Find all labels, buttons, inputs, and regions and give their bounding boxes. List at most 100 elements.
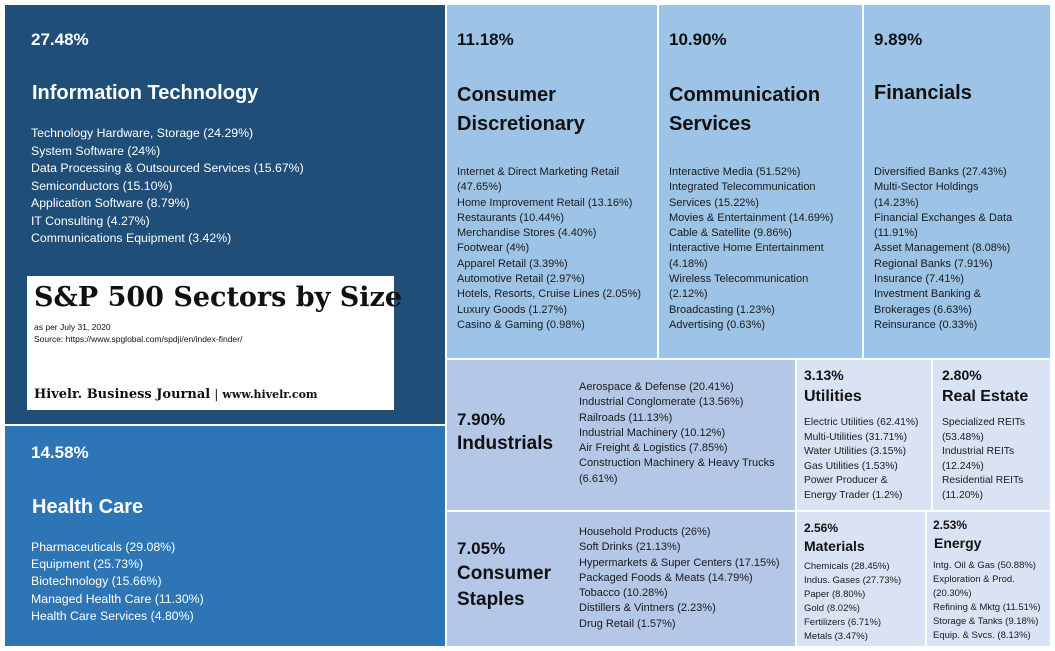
subsector-item: Managed Health Care (11.30%) [31,591,204,606]
subsector-item: Equip. & Svcs. (8.13%) [933,630,1031,641]
tile-label: Industrials [457,433,554,454]
tile-subsectors: Specialized REITs (53.48%) Industrial REI… [942,416,1025,503]
tile-label: Materials [804,538,865,554]
tile-label: Real Estate [942,388,1029,405]
tile-consumer-staples: 7.05% Consumer Staples Household Product… [446,511,796,647]
subsector-item: Industrial REITs (12.24%) [942,446,1015,472]
subsector-item: Financial Exchanges & Data (11.91%) [874,211,1013,240]
subsector-item: Chemicals (28.45%) [804,561,890,572]
subsector-item: Asset Management (8.08%) [874,242,1011,255]
subsector-item: Investment Banking & Brokerages (6.63%) [874,288,982,316]
subsector-item: Pharmaceuticals (29.08%) [31,540,176,554]
tile-health-care: 14.58% Health Care Pharmaceuticals (29.0… [4,425,446,647]
tile-label: Financials [874,82,972,104]
subsector-item: Intg. Oil & Gas (50.88%) [933,560,1036,571]
subsector-item: Merchandise Stores (4.40%) [457,227,597,240]
subsector-item: Equipment (25.73%) [31,557,144,572]
tile-industrials: 7.90% Industrials Aerospace & Defense (2… [446,359,796,511]
subsector-item: Paper (8.80%) [804,589,866,600]
tile-label: Information Technology [32,82,259,104]
tile-value: 9.89% [874,30,923,49]
subsector-item: Electric Utilities (62.41%) [804,417,919,428]
subsector-item: Footwear (4%) [457,242,530,255]
tile-label: Health Care [32,496,144,518]
tile-label: Consumer Discretionary [457,84,585,135]
subsector-item: Multi-Utilities (31.71%) [804,431,907,443]
subsector-item: Packaged Foods & Meats (14.79%) [579,571,753,584]
subsector-item: Communications Equipment (3.42%) [31,231,232,245]
subsector-item: Residential REITs (11.20%) [942,475,1024,501]
subsector-item: Tobacco (10.28%) [579,587,668,600]
tile-subsectors: Intg. Oil & Gas (50.88%) Exploration & Pr… [933,559,1041,643]
tile-label: Utilities [804,388,862,405]
subsector-item: Soft Drinks (21.13%) [579,541,681,554]
subsector-item: Storage & Tanks (9.18%) [933,616,1039,627]
subsector-item: Advertising (0.63%) [669,318,765,331]
subsector-item: Hotels, Resorts, Cruise Lines (2.05%) [457,288,642,301]
subsector-item: Interactive Media (51.52%) [669,166,801,178]
subsector-item: Interactive Home Entertainment (4.18%) [669,242,824,270]
publisher-separator: | [214,386,219,401]
tile-energy: 2.53% Energy Intg. Oil & Gas (50.88%) Exp… [926,511,1051,647]
subsector-item: Fertilizers (6.71%) [804,617,882,628]
subsector-item: Restaurants (10.44%) [457,211,564,224]
subsector-item: Home Improvement Retail (13.16%) [457,196,633,209]
subsector-item: Distillers & Vintners (2.23%) [579,602,716,615]
subsector-item: Insurance (7.41%) [874,273,964,286]
chart-title: S&P 500 Sectors by Size [34,282,402,313]
tile-subsectors: Household Products (26%) Soft Drinks (21.… [579,525,780,632]
tile-label: Consumer Staples [457,563,551,610]
tile-value: 7.05% [457,539,506,558]
subsector-item: Cable & Satellite (9.86%) [669,227,792,240]
subsector-item: Casino & Gaming (0.98%) [457,318,585,331]
subsector-item: Automotive Retail (2.97%) [457,273,585,286]
subsector-item: Construction Machinery & Heavy Trucks (6… [579,457,775,485]
subsector-item: Refining & Mktg (11.51%) [933,602,1041,613]
tile-value: 7.90% [457,410,506,429]
title-card: S&P 500 Sectors by Size as per July 31, … [27,276,402,410]
subsector-item: Aerospace & Defense (20.41%) [579,381,734,393]
date-note: as per July 31, 2020 [34,322,111,332]
subsector-item: Air Freight & Logistics (7.85%) [579,442,728,455]
tile-communication-services: 10.90% Communication Services Interactiv… [658,4,863,359]
tile-value: 11.18% [457,30,514,49]
subsector-item: Indus. Gases (27.73%) [804,575,902,586]
subsector-item: Luxury Goods (1.27%) [457,303,568,316]
subsector-item: Integrated Telecommunication Services (1… [669,181,816,209]
tile-value: 27.48% [31,30,89,49]
subsector-item: Regional Banks (7.91%) [874,257,993,270]
subsector-item: Gold (8.02%) [804,603,860,614]
tile-materials: 2.56% Materials Chemicals (28.45%) Indus.… [796,511,926,647]
subsector-item: Specialized REITs (53.48%) [942,417,1025,443]
tile-label: Energy [934,535,982,551]
subsector-item: Metals (3.47%) [804,631,868,642]
tile-subsectors: Technology Hardware, Storage (24.29%) Sys… [31,125,304,248]
tile-consumer-discretionary: 11.18% Consumer Discretionary Internet &… [446,4,658,359]
subsector-item: IT Consulting (4.27%) [31,213,150,228]
subsector-item: Hypermarkets & Super Centers (17.15%) [579,556,780,569]
tile-real-estate: 2.80% Real Estate Specialized REITs (53.… [932,359,1051,511]
tile-label: Communication Services [669,84,821,135]
subsector-item: Household Products (26%) [579,526,711,538]
subsector-item: Application Software (8.79%) [31,196,190,210]
subsector-item: Gas Utilities (1.53%) [804,460,898,472]
subsector-item: Diversified Banks (27.43%) [874,166,1007,178]
subsector-item: Biotechnology (15.66%) [31,574,162,589]
subsector-item: System Software (24%) [31,143,161,158]
subsector-item: Power Producer & Energy Trader (1.2%) [804,475,903,501]
tile-subsectors: Pharmaceuticals (29.08%) Equipment (25.73… [31,539,204,625]
publisher-name: Hivelr. Business Journal [34,387,211,402]
subsector-item: Wireless Telecommunication (2.12%) [669,273,809,301]
tile-value: 2.53% [933,518,968,532]
tile-utilities: 3.13% Utilities Electric Utilities (62.4… [796,359,932,511]
source-note: Source: https://www.spglobal.com/spdji/e… [34,334,243,344]
subsector-item: Apparel Retail (3.39%) [457,257,568,270]
tile-financials: 9.89% Financials Diversified Banks (27.4… [863,4,1051,359]
tile-value: 2.80% [942,367,982,383]
tile-subsectors: Internet & Direct Marketing Retail (47.6… [457,165,641,333]
tile-subsectors: Electric Utilities (62.41%) Multi-Utiliti… [804,416,918,503]
subsector-item: Health Care Services (4.80%) [31,608,194,623]
subsector-item: Broadcasting (1.23%) [669,303,775,316]
subsector-item: Water Utilities (3.15%) [804,446,907,457]
tile-subsectors: Interactive Media (51.52%) Integrated Tel… [669,165,833,333]
